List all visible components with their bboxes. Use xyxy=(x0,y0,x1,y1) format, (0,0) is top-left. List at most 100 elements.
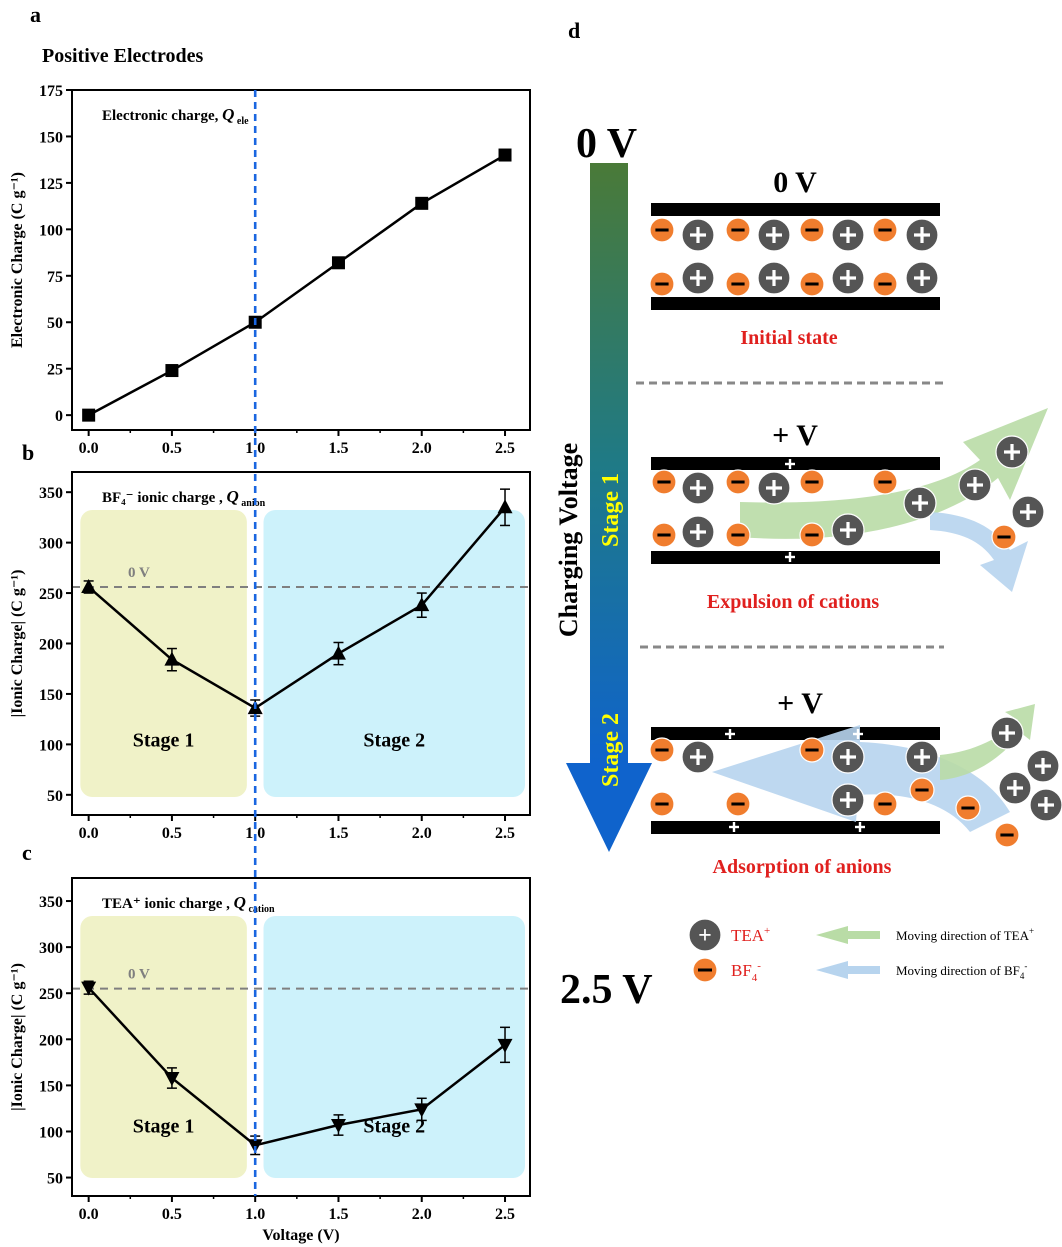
x-tick-label: 0.0 xyxy=(79,1206,99,1223)
x-tick-label: 0.5 xyxy=(162,440,182,457)
chart-cation-charge: 0 V Stage 1 Stage 2 0.0 0.5 1.0 1.5 2.0 2.5 50 100… xyxy=(9,877,531,1244)
surface-charge xyxy=(788,459,792,469)
panel-title: BF₄⁻ ionic charge , Q anion xyxy=(102,487,266,509)
anion-minus-bar xyxy=(805,533,819,537)
data-point xyxy=(414,597,430,612)
x-tick-label: 1.0 xyxy=(245,1206,265,1223)
panel-title: TEA⁺ ionic charge , Q cation xyxy=(102,893,275,915)
x-tick-label: 0.5 xyxy=(162,1206,182,1223)
x-tick-label: 1.5 xyxy=(328,440,348,457)
y-tick-label: 300 xyxy=(39,536,63,553)
state1-top-plate xyxy=(651,203,940,216)
voltage-top-label: 0 V xyxy=(576,121,637,167)
stage1-label: Stage 1 xyxy=(598,473,624,547)
stage-label-2: Stage 2 xyxy=(363,1115,425,1137)
x-tick-label: 1.0 xyxy=(245,825,265,842)
cation-plus-bar xyxy=(846,792,850,808)
x-tick-label: 2.0 xyxy=(412,825,432,842)
y-tick-label: 50 xyxy=(47,1171,63,1188)
cation-plus-bar xyxy=(920,749,924,765)
y-tick-label: 50 xyxy=(47,315,63,332)
stage-region-2 xyxy=(263,510,526,797)
state1-voltage: 0 V xyxy=(773,166,817,199)
data-point xyxy=(164,651,180,666)
cation-plus-bar xyxy=(1041,758,1045,774)
anion-minus-bar xyxy=(878,282,892,286)
y-axis-label: |Ionic Charge| (C g⁻¹) xyxy=(9,570,26,718)
y-tick-label: 250 xyxy=(39,986,63,1003)
cation-plus-bar xyxy=(696,227,700,243)
y-tick-label: 25 xyxy=(47,362,63,379)
y-tick-label: 0 xyxy=(55,408,63,425)
cation-plus-bar xyxy=(846,270,850,286)
anion-minus-bar xyxy=(878,228,892,232)
data-point xyxy=(81,579,97,594)
voltage-bottom-label: 2.5 V xyxy=(560,967,653,1013)
data-point xyxy=(414,1103,430,1118)
y-tick-label: 75 xyxy=(47,269,63,286)
surface-charge xyxy=(858,822,862,832)
surface-charge xyxy=(788,552,792,562)
cation-plus-bar xyxy=(696,524,700,540)
panel-label-d: d xyxy=(568,18,580,43)
y-tick-label: 300 xyxy=(39,940,63,957)
legend-cation-arrow xyxy=(816,926,880,944)
data-point xyxy=(82,408,96,422)
anion-minus-bar xyxy=(655,802,669,806)
plot-frame xyxy=(71,89,531,431)
cation-plus-bar xyxy=(1005,725,1009,741)
anion-minus-bar xyxy=(1000,833,1014,837)
x-tick-label: 1.0 xyxy=(245,440,265,457)
y-tick-label: 175 xyxy=(39,83,63,100)
anion-leaving-arrow xyxy=(930,512,1028,592)
cation-plus-bar xyxy=(846,227,850,243)
state2-top-plate xyxy=(651,457,940,470)
charging-voltage-arrow-head xyxy=(566,763,652,852)
panel-label-a: a xyxy=(30,2,41,27)
cation-plus-bar xyxy=(1044,797,1048,813)
y-tick-label: 350 xyxy=(39,894,63,911)
cation-plus-bar xyxy=(1013,780,1017,796)
anion-minus-bar xyxy=(731,480,745,484)
cation-plus-bar xyxy=(973,477,977,493)
x-tick-label: 1.5 xyxy=(328,1206,348,1223)
anion-minus-bar xyxy=(657,533,671,537)
anion-minus-bar xyxy=(655,282,669,286)
surface-charge xyxy=(856,729,860,739)
anion-minus-bar xyxy=(655,228,669,232)
stage-region-2 xyxy=(263,916,526,1178)
surface-charge xyxy=(728,729,732,739)
data-point xyxy=(331,256,345,270)
y-tick-label: 50 xyxy=(47,788,63,805)
stage-label-2: Stage 2 xyxy=(363,729,425,751)
x-tick-label: 2.5 xyxy=(495,1206,515,1223)
state2-ions xyxy=(651,435,1045,562)
cation-plus-bar xyxy=(1010,444,1014,460)
anion-minus-bar xyxy=(731,228,745,232)
y-tick-label: 125 xyxy=(39,176,63,193)
state2-voltage: + V xyxy=(772,419,818,452)
state3-caption: Adsorption of anions xyxy=(713,856,892,878)
legend-cation-icon xyxy=(688,918,722,952)
x-axis-label: Voltage (V) xyxy=(262,1227,339,1244)
legend-anion-arrow xyxy=(816,961,880,979)
legend-anion-minus-glyph xyxy=(698,968,712,972)
legend-anion-direction: Moving direction of BF4- xyxy=(896,961,1027,981)
data-point xyxy=(497,1038,513,1053)
y-tick-label: 350 xyxy=(39,485,63,502)
anion-minus-bar xyxy=(878,802,892,806)
reference-0v-label: 0 V xyxy=(128,967,150,983)
y-tick-label: 200 xyxy=(39,1032,63,1049)
data-point xyxy=(164,1072,180,1087)
cation-plus-bar xyxy=(772,480,776,496)
stage2-label: Stage 2 xyxy=(598,713,624,787)
stage-label-1: Stage 1 xyxy=(133,1115,195,1137)
state2-caption: Expulsion of cations xyxy=(707,591,879,613)
cation-plus-bar xyxy=(918,495,922,511)
cation-leaving-arrow xyxy=(940,704,1035,780)
anion-minus-bar xyxy=(805,282,819,286)
anion-minus-bar xyxy=(731,802,745,806)
y-tick-label: 150 xyxy=(39,129,63,146)
